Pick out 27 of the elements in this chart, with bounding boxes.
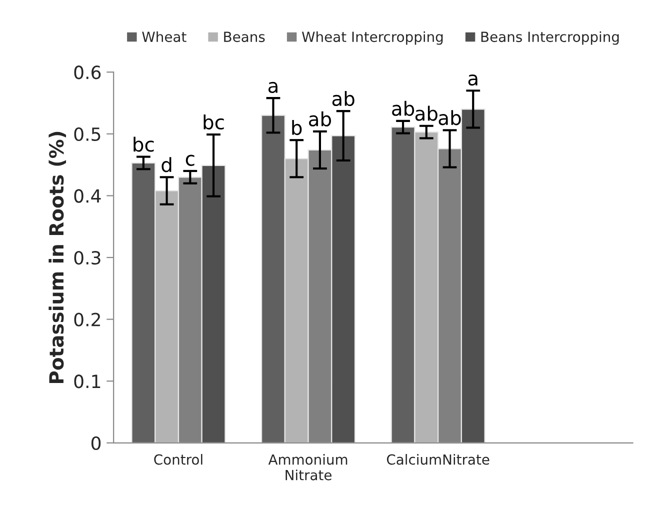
data-label: ab: [392, 100, 414, 116]
data-label: bc: [134, 136, 154, 152]
x-tick-label: CalciumNitrate: [386, 454, 490, 465]
data-label: ab: [415, 106, 438, 121]
x-tick-label: Ammonium Nitrate: [268, 454, 348, 480]
x-tick-label: Control: [154, 454, 202, 465]
data-label: c: [186, 154, 194, 166]
data-label: a: [268, 82, 278, 94]
legend-label: Beans Intercropping: [481, 31, 619, 45]
y-axis-title: Potassium in Roots (%): [48, 132, 66, 383]
data-label: ab: [332, 90, 354, 106]
y-tick-label: 0.6: [74, 66, 101, 80]
legend-label: Beans: [224, 32, 265, 42]
data-label: ab: [308, 111, 332, 126]
y-tick-label: 0: [91, 436, 101, 450]
data-label: ab: [438, 110, 461, 126]
y-tick-label: 0.3: [74, 250, 100, 265]
data-label: a: [468, 74, 478, 86]
data-label: d: [162, 157, 172, 172]
y-tick-label: 0.1: [74, 374, 100, 388]
y-tick-label: 0.5: [74, 127, 100, 142]
data-label: b: [292, 120, 302, 136]
data-label: bc: [204, 114, 224, 130]
y-tick-label: 0.2: [74, 312, 100, 326]
y-tick-label: 0.4: [74, 189, 101, 203]
legend-label: Wheat Intercropping: [302, 31, 443, 45]
legend-label: Wheat: [142, 31, 186, 42]
